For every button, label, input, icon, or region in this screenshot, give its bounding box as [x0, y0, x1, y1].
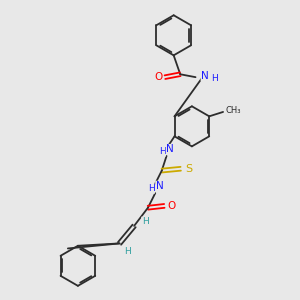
Text: N: N	[156, 181, 164, 191]
Text: O: O	[167, 201, 176, 211]
Text: N: N	[201, 71, 209, 81]
Text: O: O	[154, 72, 163, 82]
Text: H: H	[142, 217, 148, 226]
Text: H: H	[124, 247, 131, 256]
Text: CH₃: CH₃	[226, 106, 241, 115]
Text: N: N	[166, 145, 174, 154]
Text: H: H	[159, 147, 166, 156]
Text: H: H	[211, 74, 218, 83]
Text: H: H	[148, 184, 154, 193]
Text: S: S	[185, 164, 192, 174]
